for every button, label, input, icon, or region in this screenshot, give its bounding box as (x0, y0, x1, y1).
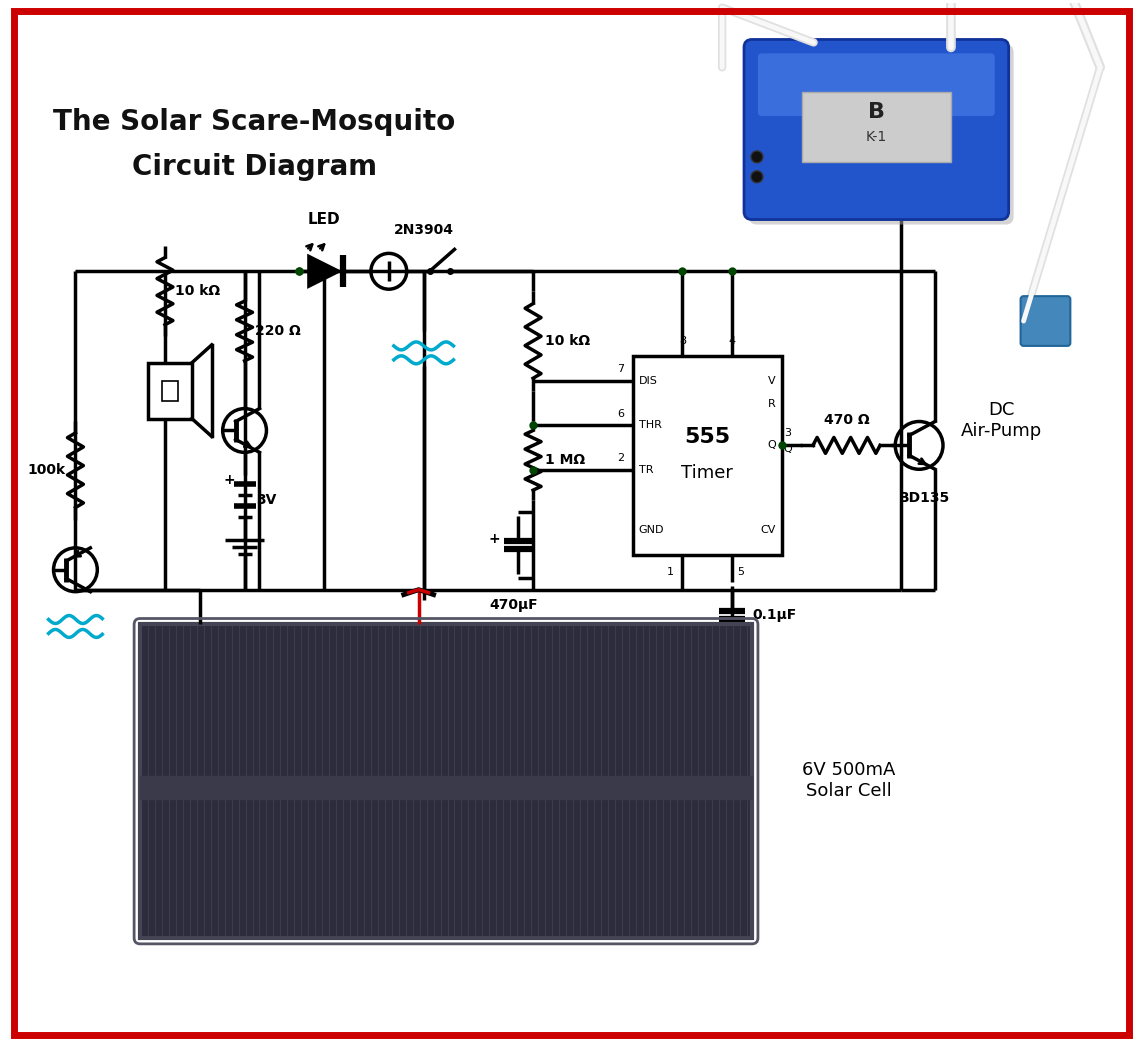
Text: 6: 6 (617, 409, 624, 418)
Bar (632, 356, 782, 554)
Bar (161, 381, 177, 401)
Text: 10 kΩ: 10 kΩ (545, 334, 590, 348)
Text: TR: TR (639, 465, 653, 475)
Text: R: R (769, 399, 775, 409)
Text: DIS: DIS (639, 376, 657, 386)
Text: +: + (224, 473, 235, 487)
Text: +: + (489, 532, 500, 546)
Text: Q: Q (767, 440, 775, 451)
Text: 100k: 100k (27, 463, 66, 477)
Text: 220 Ω: 220 Ω (255, 324, 300, 338)
Text: 470 Ω: 470 Ω (823, 413, 870, 428)
Text: Q: Q (783, 445, 792, 454)
Bar (148, 363, 192, 418)
Text: The Solar Scare-Mosquito: The Solar Scare-Mosquito (53, 108, 456, 136)
Text: 0.1μF: 0.1μF (752, 608, 796, 621)
Text: 8: 8 (679, 336, 686, 346)
Text: DC
Air-Pump: DC Air-Pump (961, 401, 1043, 440)
Text: 555: 555 (684, 428, 730, 448)
Text: 5: 5 (737, 567, 744, 576)
Circle shape (750, 151, 763, 163)
FancyBboxPatch shape (1021, 296, 1070, 346)
Circle shape (750, 170, 763, 183)
Text: BD135: BD135 (898, 492, 949, 505)
Text: 6V 500mA
Solar Cell: 6V 500mA Solar Cell (802, 761, 895, 800)
Text: 3V: 3V (257, 493, 277, 507)
Text: LED: LED (308, 212, 340, 227)
Text: K-1: K-1 (865, 130, 887, 144)
Text: 2: 2 (617, 453, 624, 463)
Text: 1: 1 (667, 567, 674, 576)
FancyBboxPatch shape (744, 40, 1009, 220)
FancyBboxPatch shape (758, 53, 995, 116)
Text: B: B (868, 103, 885, 122)
Text: Circuit Diagram: Circuit Diagram (132, 153, 377, 181)
Text: THR: THR (639, 420, 662, 431)
Text: 1 MΩ: 1 MΩ (545, 453, 586, 468)
Bar (802, 92, 951, 162)
Text: 2N3904: 2N3904 (393, 223, 454, 236)
Text: Timer: Timer (681, 464, 733, 482)
Bar (140, 624, 752, 938)
FancyBboxPatch shape (749, 44, 1013, 225)
Text: V: V (769, 376, 775, 386)
Text: 10 kΩ: 10 kΩ (175, 285, 221, 298)
Text: CV: CV (761, 525, 775, 535)
Text: 4: 4 (729, 336, 736, 346)
Text: 7: 7 (617, 364, 624, 373)
Polygon shape (308, 255, 340, 288)
Text: 470μF: 470μF (489, 597, 538, 612)
Text: GND: GND (639, 525, 664, 535)
Text: 3: 3 (783, 429, 791, 438)
